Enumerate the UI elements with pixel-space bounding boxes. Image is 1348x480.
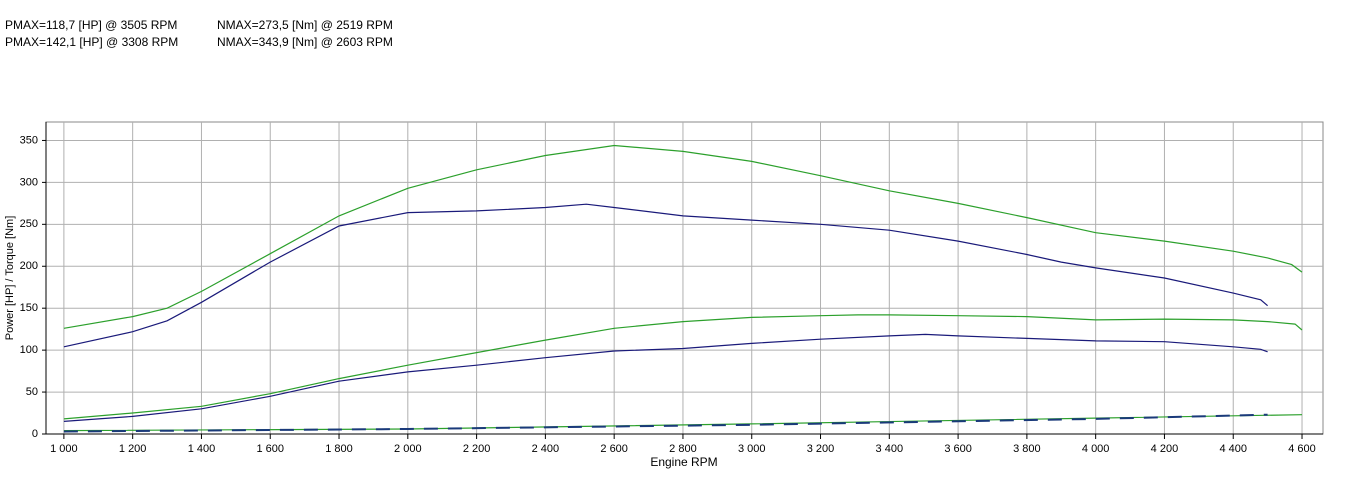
y-tick-label: 0: [32, 428, 38, 440]
x-tick-label: 4 600: [1288, 443, 1316, 455]
x-tick-label: 1 000: [50, 443, 78, 455]
x-tick-label: 1 200: [119, 443, 147, 455]
x-tick-label: 2 600: [600, 443, 628, 455]
x-tick-label: 2 200: [463, 443, 491, 455]
series-line: [63, 333, 1268, 422]
y-tick-label: 250: [20, 218, 38, 230]
x-tick-label: 3 400: [876, 443, 904, 455]
x-tick-label: 3 800: [1013, 443, 1041, 455]
y-tick-label: 100: [20, 344, 38, 356]
x-axis-label: Engine RPM: [650, 455, 717, 469]
x-tick-label: 4 000: [1082, 443, 1110, 455]
x-tick-label: 2 400: [532, 443, 560, 455]
y-tick-label: 50: [26, 386, 38, 398]
series-line: [63, 203, 1268, 348]
header-text: PMAX=118,7 [HP] @ 3505 RPM: [5, 18, 177, 32]
series-line: [63, 413, 1268, 433]
header-text: NMAX=273,5 [Nm] @ 2519 RPM: [217, 18, 393, 32]
plot-area: [45, 121, 1324, 435]
x-tick-label: 1 800: [325, 443, 353, 455]
x-tick-label: 2 800: [669, 443, 697, 455]
x-tick-label: 3 600: [944, 443, 972, 455]
y-tick-label: 150: [20, 302, 38, 314]
y-tick-label: 300: [20, 176, 38, 188]
x-tick-label: 1 600: [256, 443, 284, 455]
x-tick-label: 1 400: [188, 443, 216, 455]
x-tick-label: 3 000: [738, 443, 766, 455]
header-text: NMAX=343,9 [Nm] @ 2603 RPM: [217, 35, 393, 49]
y-tick-label: 350: [20, 134, 38, 146]
x-tick-label: 4 400: [1219, 443, 1247, 455]
x-tick-label: 4 200: [1151, 443, 1179, 455]
x-tick-label: 3 200: [807, 443, 835, 455]
y-axis-label: Power [HP] / Torque [Nm]: [4, 216, 16, 341]
header-text: PMAX=142,1 [HP] @ 3308 RPM: [5, 35, 178, 49]
x-tick-label: 2 000: [394, 443, 422, 455]
y-tick-label: 200: [20, 260, 38, 272]
series-line: [63, 144, 1303, 329]
series-line: [63, 314, 1303, 420]
